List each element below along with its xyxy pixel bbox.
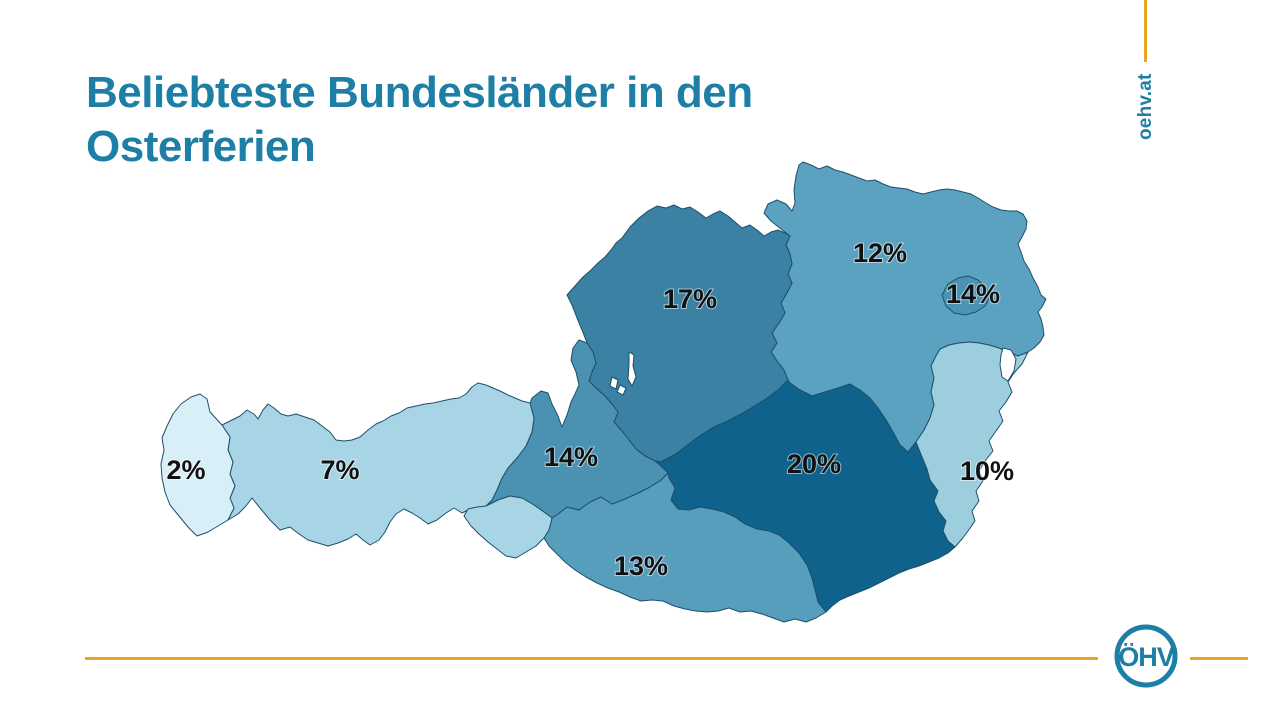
region-value-label-vorarlberg: 2% <box>166 455 205 485</box>
top-accent-line <box>1144 0 1147 62</box>
region-value-label-steiermark: 20% <box>787 449 841 479</box>
oehv-website-text: oehv.at <box>1135 73 1156 140</box>
region-value-label-wien: 14% <box>946 279 1000 309</box>
lake-shape-3 <box>616 384 627 396</box>
region-value-label-tirol: 7% <box>320 455 359 485</box>
region-value-label-kaernten: 13% <box>614 551 668 581</box>
logo-letters: ÖHV <box>1118 642 1175 672</box>
lake-shape-2 <box>609 376 619 390</box>
region-value-label-oberoesterreich: 17% <box>663 284 717 314</box>
region-tirol-exclave <box>463 495 553 559</box>
region-value-label-niederoesterreich: 12% <box>853 238 907 268</box>
region-value-label-salzburg: 14% <box>544 442 598 472</box>
region-wien <box>941 275 991 316</box>
region-vorarlberg <box>160 393 236 537</box>
lake-shape-4 <box>999 347 1017 382</box>
oehv-logo: ÖHV <box>1112 622 1180 690</box>
lake-shape-1 <box>627 351 637 388</box>
bottom-accent-line-right <box>1190 657 1248 660</box>
region-value-label-burgenland: 10% <box>960 456 1014 486</box>
bottom-accent-line-left <box>85 657 1098 660</box>
logo-circle <box>1114 624 1178 688</box>
oehv-logo-mark: ÖHV <box>1114 624 1178 688</box>
region-tirol <box>221 382 535 547</box>
page-title: Beliebteste Bundesländer in den Osterfer… <box>86 68 753 172</box>
